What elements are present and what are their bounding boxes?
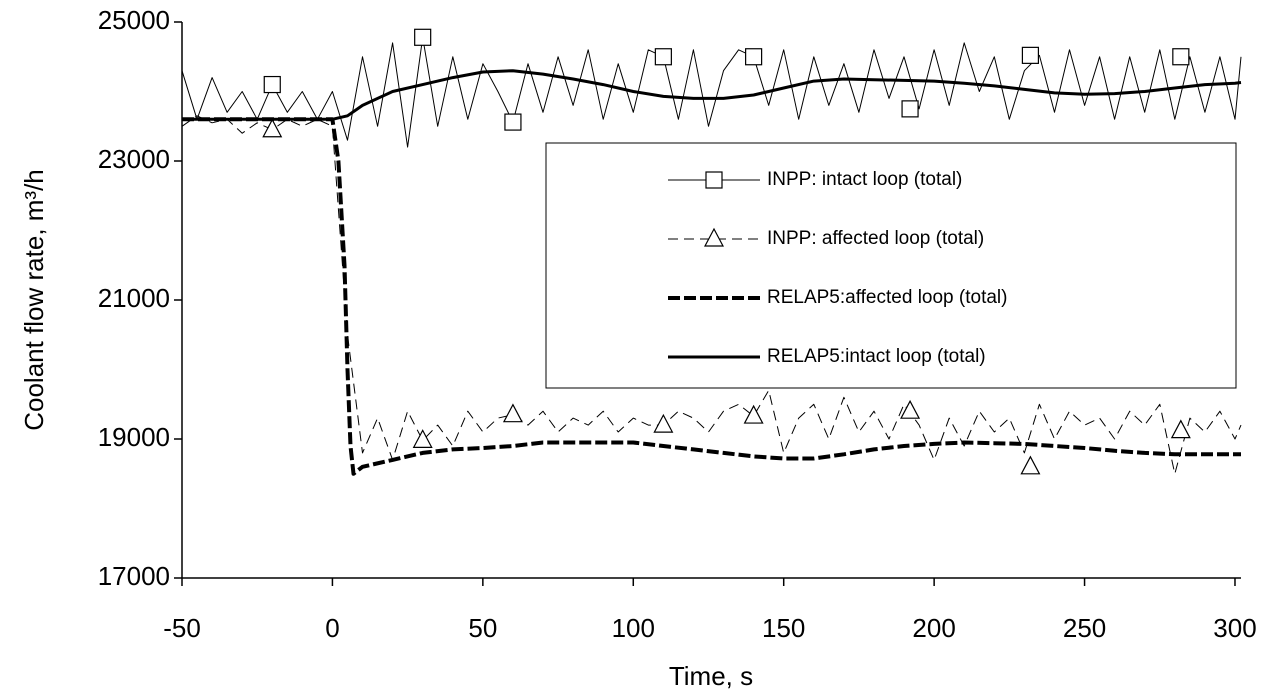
x-tick-label: 250 — [1063, 613, 1106, 643]
triangle-marker — [502, 403, 523, 423]
x-tick-label: 0 — [325, 613, 339, 643]
y-tick-label: 21000 — [98, 283, 170, 313]
legend-box — [545, 142, 1237, 389]
y-tick-label: 25000 — [98, 5, 170, 35]
triangle-marker — [900, 399, 921, 419]
triangle-marker — [743, 404, 764, 424]
square-marker — [901, 100, 919, 118]
y-tick-label: 23000 — [98, 144, 170, 174]
legend-label: INPP: affected loop (total) — [767, 228, 984, 249]
y-tick-label: 19000 — [98, 422, 170, 452]
legend-label: INPP: intact loop (total) — [767, 169, 962, 190]
series-line — [181, 36, 1242, 148]
y-axis-title: Coolant flow rate, m³/h — [19, 169, 49, 431]
x-tick-label: -50 — [163, 613, 201, 643]
triangle-marker — [1170, 419, 1191, 439]
triangle-marker — [704, 227, 724, 247]
square-marker — [263, 75, 281, 94]
square-marker — [654, 48, 672, 66]
x-tick-label: 150 — [762, 613, 805, 643]
x-tick-label: 300 — [1213, 613, 1256, 643]
legend-label: RELAP5:intact loop (total) — [767, 346, 986, 367]
square-marker — [504, 113, 522, 131]
triangle-marker — [262, 118, 283, 138]
legend-label: RELAP5:affected loop (total) — [767, 287, 1007, 308]
legend: INPP: intact loop (total) INPP: affected … — [545, 142, 1237, 389]
triangle-marker — [1020, 455, 1041, 475]
triangle-marker — [412, 429, 433, 448]
triangle-marker — [653, 413, 674, 433]
series-line — [181, 115, 1242, 475]
square-marker — [1172, 48, 1190, 66]
square-marker — [414, 28, 432, 46]
y-tick-label: 17000 — [98, 561, 170, 591]
series-line — [182, 69, 1242, 121]
x-tick-label: 200 — [912, 613, 955, 643]
x-tick-label: 100 — [612, 613, 655, 643]
square-marker — [705, 171, 723, 189]
x-axis-title: Time, s — [669, 661, 753, 691]
square-marker — [745, 48, 763, 66]
series-line — [182, 117, 1241, 476]
square-marker — [1021, 46, 1040, 64]
x-tick-label: 50 — [468, 613, 497, 643]
